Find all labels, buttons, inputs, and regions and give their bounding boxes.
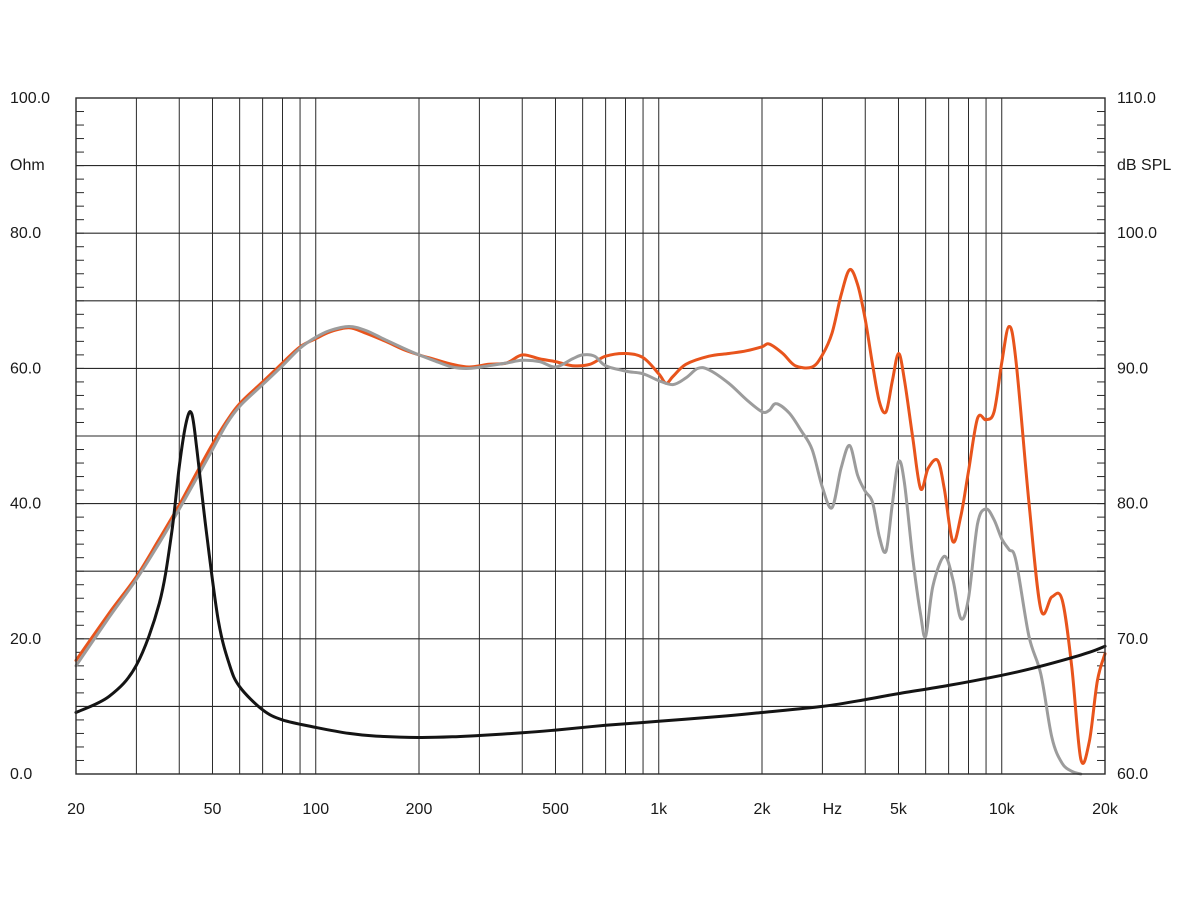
y-left-tick-label: 40.0: [10, 496, 41, 513]
plot-frame: [75, 97, 1106, 775]
y-right-axis-label: dB SPL: [1117, 157, 1171, 174]
y-left-tick-label: 20.0: [10, 631, 41, 648]
x-tick-label: 2k: [754, 801, 772, 818]
axis-ticks: [76, 97, 1105, 775]
axis-labels: Ohm dB SPL 0.0 20.0 40.0 60.0 80.0 100.0 60.0 7…: [10, 90, 1171, 818]
x-tick-label: 5k: [890, 801, 908, 818]
x-tick-label: 20: [67, 801, 85, 818]
y-right-tick-label: 110.0: [1117, 90, 1156, 107]
impedance-line: [74, 410, 1107, 740]
y-right-tick-label: 70.0: [1117, 631, 1148, 648]
x-axis-label: Hz: [823, 801, 843, 818]
y-right-tick-label: 90.0: [1117, 360, 1148, 377]
y-left-tick-label: 100.0: [10, 90, 50, 107]
x-tick-label: 100: [302, 801, 329, 818]
y-left-tick-label: 0.0: [10, 766, 32, 783]
x-tick-label: 50: [204, 801, 222, 818]
x-tick-label: 20k: [1092, 801, 1119, 818]
grid: [76, 98, 1105, 774]
x-tick-label: 200: [406, 801, 433, 818]
y-left-axis-label: Ohm: [10, 157, 45, 174]
y-left-tick-label: 60.0: [10, 360, 41, 377]
x-tick-label: 10k: [989, 801, 1016, 818]
y-left-tick-label: 80.0: [10, 225, 41, 242]
y-right-tick-label: 60.0: [1117, 766, 1148, 783]
x-tick-label: 1k: [650, 801, 668, 818]
series-lines: [74, 267, 1107, 776]
spl-response-line-gray: [74, 325, 1083, 776]
x-tick-label: 500: [542, 801, 569, 818]
spl-response-line-orange: [74, 267, 1107, 765]
y-right-tick-label: 80.0: [1117, 496, 1148, 513]
y-right-tick-label: 100.0: [1117, 225, 1157, 242]
